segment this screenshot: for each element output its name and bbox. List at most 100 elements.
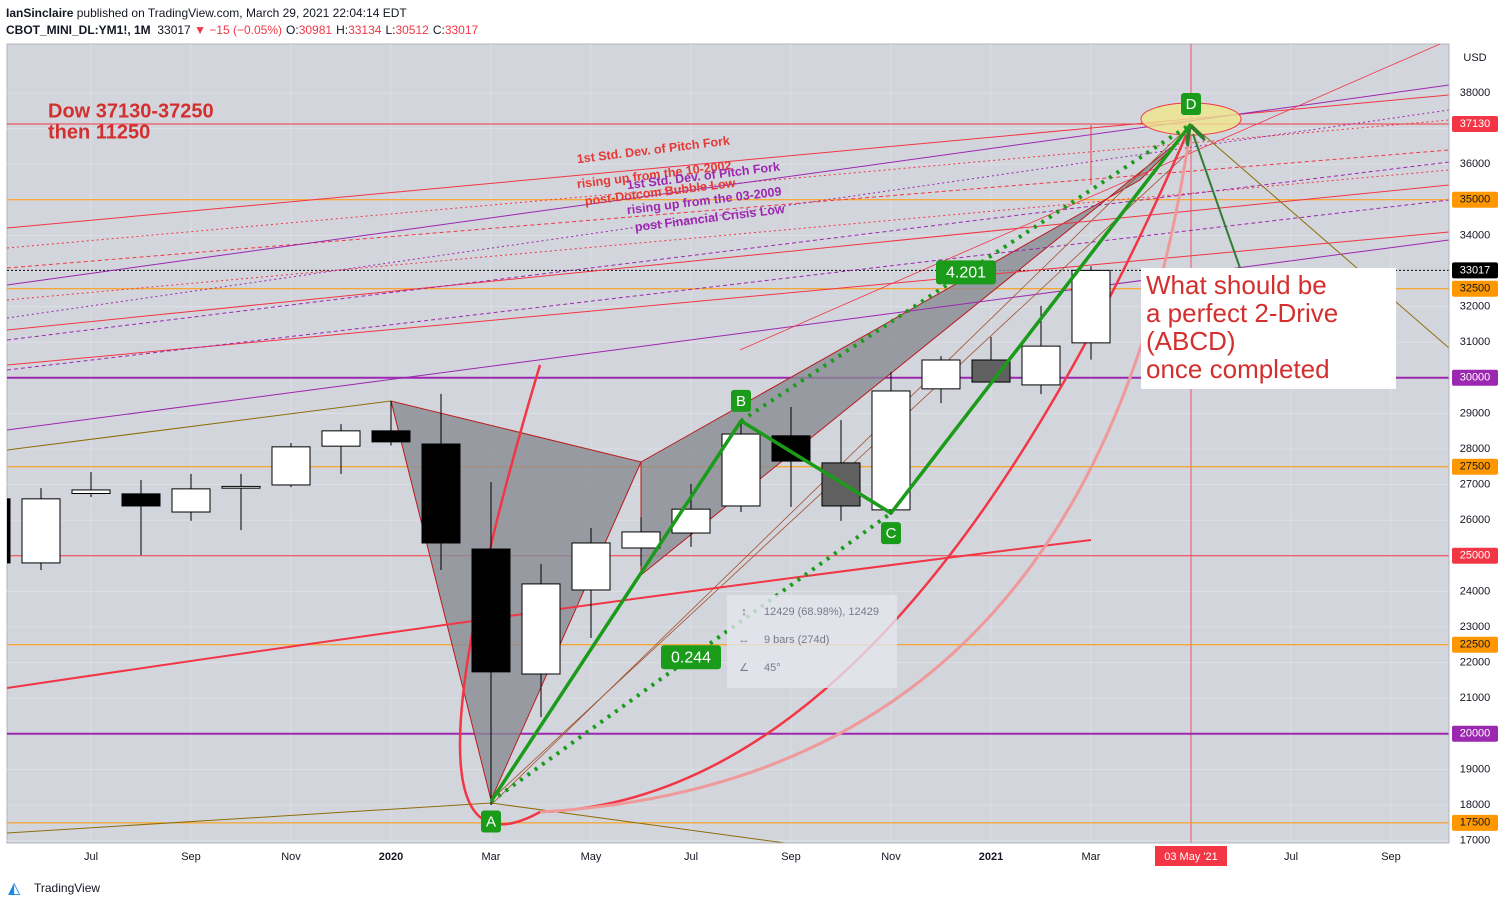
symbol-line: CBOT_MINI_DL:YM1!, 1M 33017 ▼ −15 (−0.05… xyxy=(6,22,478,39)
pattern-line xyxy=(489,419,743,803)
level-label: 20000 xyxy=(1460,728,1491,740)
level-label: 30000 xyxy=(1460,372,1491,384)
x-tick-label: 2020 xyxy=(379,851,403,863)
candle-body xyxy=(521,583,561,675)
y-tick-label: 36000 xyxy=(1460,158,1491,170)
ohlc-label: C: xyxy=(432,23,445,37)
x-tick-label: Mar xyxy=(482,851,501,863)
point-label: D xyxy=(1186,96,1197,113)
candle-body xyxy=(471,548,511,673)
y-tick-label: 31000 xyxy=(1460,336,1491,348)
candle-body xyxy=(821,462,861,507)
level-label-bg xyxy=(1452,636,1498,653)
point-label: C xyxy=(886,525,897,542)
ohlc-label: O: xyxy=(286,23,299,37)
ratio-label: 4.201 xyxy=(946,265,986,282)
last-price: 33017 xyxy=(157,23,191,37)
y-tick-label: 28000 xyxy=(1460,443,1491,455)
level-label-bg xyxy=(1452,262,1498,279)
level-label-bg xyxy=(1452,547,1498,564)
level-label: 17500 xyxy=(1460,817,1491,829)
y-tick-label: 26000 xyxy=(1460,514,1491,526)
y-tick-label: 21000 xyxy=(1460,692,1491,704)
candle-body xyxy=(7,498,11,564)
ohlc-value: 33017 xyxy=(444,23,479,37)
y-tick-label: 38000 xyxy=(1460,87,1491,99)
level-label: 32500 xyxy=(1460,283,1491,295)
x-tick-label: Nov xyxy=(881,851,901,863)
candle-body xyxy=(71,489,111,495)
change: ▼ −15 (−0.05%) xyxy=(194,23,283,37)
x-tick-label: May xyxy=(581,851,602,863)
candle-body xyxy=(1071,269,1111,344)
level-label-bg xyxy=(1452,115,1498,132)
candle-body xyxy=(771,435,811,462)
logo: ◭ xyxy=(8,880,21,897)
level-label-bg xyxy=(1452,814,1498,831)
y-tick-label: 29000 xyxy=(1460,407,1491,419)
point-label-bg xyxy=(731,389,751,412)
level-label-bg xyxy=(1452,369,1498,386)
ratio-label-bg xyxy=(661,645,721,670)
candle-body xyxy=(621,531,661,549)
crosshair-label: 03 May '21 xyxy=(1164,851,1217,863)
note-text: once completed xyxy=(1146,354,1330,384)
candle-body xyxy=(671,508,711,534)
ohlc-value: 33134 xyxy=(348,23,382,37)
y-tick-label: 32000 xyxy=(1460,301,1491,313)
x-tick-label: Nov xyxy=(281,851,301,863)
candle-body xyxy=(871,390,911,511)
point-label-bg xyxy=(881,522,901,545)
price-axis xyxy=(1449,44,1509,843)
level-label: 27500 xyxy=(1460,461,1491,473)
candle-body xyxy=(721,433,761,507)
target-text: then 11250 xyxy=(48,121,150,143)
y-tick-label: 18000 xyxy=(1460,799,1491,811)
target-text: Dow 37130-37250 xyxy=(48,100,214,122)
point-label: B xyxy=(736,393,746,410)
note-text: a perfect 2-Drive xyxy=(1146,298,1338,328)
ohlc-label: H: xyxy=(336,23,349,37)
author: IanSinclaire xyxy=(6,6,74,20)
measure-icon: ↔ xyxy=(739,634,750,646)
candle-body xyxy=(371,430,411,443)
x-tick-label: Sep xyxy=(181,851,201,863)
note-text: (ABCD) xyxy=(1146,326,1236,356)
x-tick-label: Sep xyxy=(781,851,801,863)
x-tick-label: Jul xyxy=(1284,851,1298,863)
measure-text: 45° xyxy=(764,662,781,674)
ohlc-value: 30981 xyxy=(298,23,333,37)
x-tick-label: Mar xyxy=(1082,851,1101,863)
crosshair-label-bg xyxy=(1155,846,1227,866)
published: published on TradingView.com, March 29, … xyxy=(76,6,407,20)
candle-body xyxy=(571,542,611,591)
level-label-bg xyxy=(1452,725,1498,742)
level-label-bg xyxy=(1452,191,1498,208)
candle-body xyxy=(421,443,461,544)
ohlc-value: 30512 xyxy=(395,23,429,37)
ohlc-label: L: xyxy=(385,23,396,37)
measure-text: 9 bars (274d) xyxy=(764,634,829,646)
pattern-line xyxy=(889,122,1193,515)
y-tick-label: 22000 xyxy=(1460,657,1491,669)
level-label: 25000 xyxy=(1460,550,1491,562)
y-tick-label: 19000 xyxy=(1460,763,1491,775)
measure-box xyxy=(727,595,897,688)
candle-body xyxy=(21,498,61,564)
measure-text: 12429 (68.98%), 12429 xyxy=(764,606,879,618)
x-tick-label: Jul xyxy=(684,851,698,863)
y-tick-label: 23000 xyxy=(1460,621,1491,633)
note-box xyxy=(1141,268,1396,389)
y-tick-label: 17000 xyxy=(1460,835,1491,847)
candle-body xyxy=(171,488,211,513)
y-axis-label: USD xyxy=(1463,52,1486,64)
candle-body xyxy=(1021,345,1061,386)
x-tick-label: Jul xyxy=(84,851,98,863)
candle-body xyxy=(321,430,361,447)
point-label: A xyxy=(486,813,496,830)
pattern-line xyxy=(740,419,892,515)
footer: TradingView xyxy=(34,881,100,895)
y-tick-label: 27000 xyxy=(1460,479,1491,491)
